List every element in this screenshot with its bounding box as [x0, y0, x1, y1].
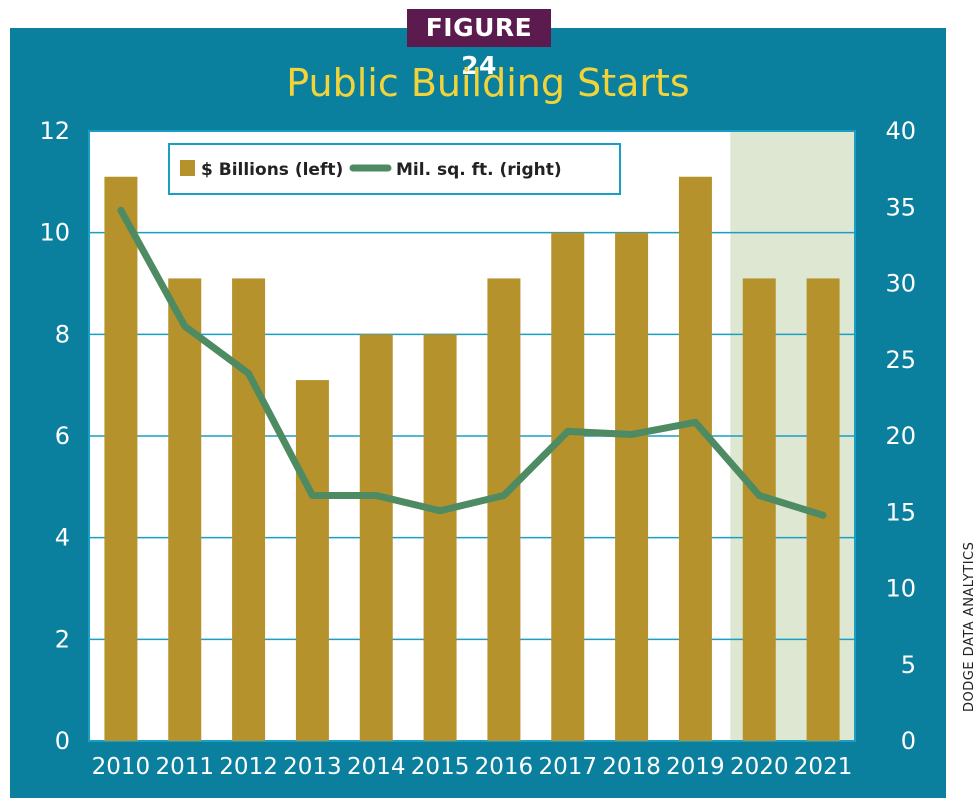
bar: [742, 278, 776, 741]
bar: [423, 334, 457, 741]
legend-bar-swatch: [180, 160, 195, 176]
x-tick-label: 2017: [538, 754, 597, 780]
bar: [168, 278, 202, 741]
bar: [615, 232, 649, 741]
figure-label: FIGURE 24: [407, 9, 551, 80]
right-tick-label: 40: [885, 117, 916, 145]
left-tick-label: 8: [55, 320, 70, 348]
plot-border: [88, 130, 856, 742]
bar: [295, 380, 329, 741]
bar: [678, 176, 712, 741]
left-tick-label: 0: [55, 727, 70, 755]
bar: [551, 232, 585, 741]
legend-line-label: Mil. sq. ft. (right): [396, 160, 562, 180]
right-tick-label: 0: [901, 727, 916, 755]
x-tick-label: 2015: [411, 754, 470, 780]
left-tick-label: 6: [55, 422, 70, 450]
bar: [232, 278, 266, 741]
x-tick-label: 2010: [92, 754, 151, 780]
x-tick-label: 2011: [155, 754, 214, 780]
x-tick-label: 2013: [283, 754, 342, 780]
right-tick-label: 5: [901, 651, 916, 679]
bar: [487, 278, 521, 741]
x-tick-label: 2019: [666, 754, 725, 780]
bar: [359, 334, 393, 741]
right-tick-label: 10: [885, 575, 916, 603]
left-tick-label: 12: [39, 117, 70, 145]
x-tick-label: 2020: [730, 754, 789, 780]
legend-box: [168, 143, 621, 195]
left-tick-label: 2: [55, 625, 70, 653]
x-tick-label: 2018: [602, 754, 661, 780]
series-line: [117, 206, 827, 519]
right-tick-label: 25: [885, 346, 916, 374]
legend-bar-label: $ Billions (left): [201, 160, 343, 180]
left-tick-label: 4: [55, 524, 70, 552]
right-tick-label: 20: [885, 422, 916, 450]
chart-legend: $ Billions (left) Mil. sq. ft. (right): [168, 143, 621, 195]
right-tick-label: 30: [885, 270, 916, 298]
x-tick-label: 2016: [475, 754, 534, 780]
x-tick-label: 2014: [347, 754, 406, 780]
line-series: [117, 206, 827, 519]
x-tick-label: 2021: [794, 754, 853, 780]
chart-title: Public Building Starts: [286, 61, 690, 105]
right-tick-label: 15: [885, 498, 916, 526]
source-credit: DODGE DATA ANALYTICS: [962, 541, 976, 712]
right-tick-label: 35: [885, 193, 916, 221]
left-tick-label: 10: [39, 219, 70, 247]
x-tick-label: 2012: [219, 754, 278, 780]
bar: [104, 176, 138, 741]
gridlines: [88, 130, 856, 742]
bar-series: [104, 176, 840, 741]
